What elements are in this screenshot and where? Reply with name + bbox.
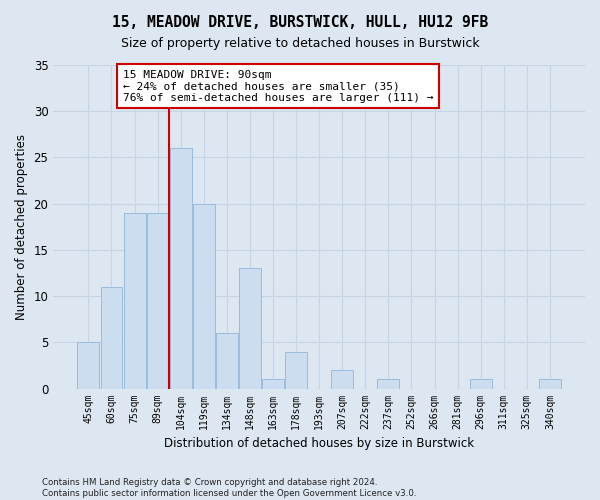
Text: Contains HM Land Registry data © Crown copyright and database right 2024.
Contai: Contains HM Land Registry data © Crown c… <box>42 478 416 498</box>
Bar <box>146 213 169 388</box>
X-axis label: Distribution of detached houses by size in Burstwick: Distribution of detached houses by size … <box>164 437 474 450</box>
Bar <box>101 287 122 388</box>
Bar <box>77 342 100 388</box>
Text: Size of property relative to detached houses in Burstwick: Size of property relative to detached ho… <box>121 38 479 51</box>
Bar <box>331 370 353 388</box>
Bar <box>470 380 491 388</box>
Text: 15 MEADOW DRIVE: 90sqm
← 24% of detached houses are smaller (35)
76% of semi-det: 15 MEADOW DRIVE: 90sqm ← 24% of detached… <box>123 70 434 103</box>
Bar <box>539 380 561 388</box>
Bar <box>262 380 284 388</box>
Bar <box>124 213 146 388</box>
Y-axis label: Number of detached properties: Number of detached properties <box>15 134 28 320</box>
Bar <box>216 333 238 388</box>
Bar <box>193 204 215 388</box>
Bar <box>285 352 307 389</box>
Bar <box>239 268 261 388</box>
Bar <box>377 380 400 388</box>
Bar <box>170 148 191 388</box>
Text: 15, MEADOW DRIVE, BURSTWICK, HULL, HU12 9FB: 15, MEADOW DRIVE, BURSTWICK, HULL, HU12 … <box>112 15 488 30</box>
